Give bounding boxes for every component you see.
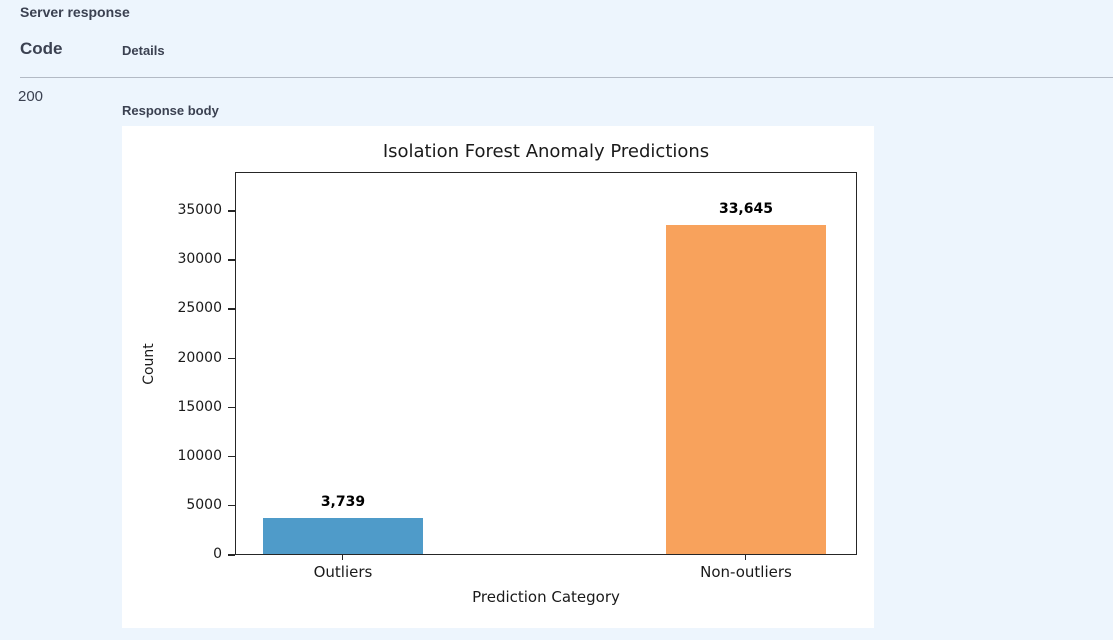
y-tick-label: 5000 [186,496,222,513]
bar-non-outliers [665,224,826,555]
response-body-image: Isolation Forest Anomaly Predictions Coun… [122,126,874,628]
y-tick-label: 0 [213,546,222,562]
y-tick-mark [228,259,235,261]
bar-value-label: 33,645 [718,200,773,217]
y-tick-label: 30000 [177,251,222,268]
bar-outliers [262,518,423,555]
table-divider [20,77,1113,78]
x-tick-label: Non-outliers [700,563,792,581]
y-tick-mark [228,554,235,556]
y-tick-mark [228,210,235,212]
bar-value-label: 3,739 [320,494,366,511]
y-tick-label: 20000 [177,349,222,366]
x-axis-label: Prediction Category [472,588,620,606]
bar-chart: Isolation Forest Anomaly Predictions Coun… [122,126,874,628]
y-tick-mark [228,455,235,458]
y-tick-label: 25000 [177,300,222,317]
y-tick-label: 10000 [177,447,222,464]
response-body-label: Response body [122,103,219,118]
x-tick-mark [744,555,747,560]
server-response-title: Server response [20,4,130,20]
details-column-header: Details [122,43,165,58]
y-tick-mark [228,504,235,507]
y-tick-label: 15000 [177,398,222,415]
y-tick-mark [228,406,235,409]
y-tick-mark [228,308,235,310]
x-tick-label: Outliers [313,563,373,581]
y-tick-label: 35000 [177,202,222,219]
x-tick-mark [341,555,344,560]
y-tick-mark [228,357,235,360]
status-code: 200 [18,88,44,105]
chart-title: Isolation Forest Anomaly Predictions [382,141,710,162]
plot-border [235,172,857,555]
code-column-header: Code [20,39,63,58]
